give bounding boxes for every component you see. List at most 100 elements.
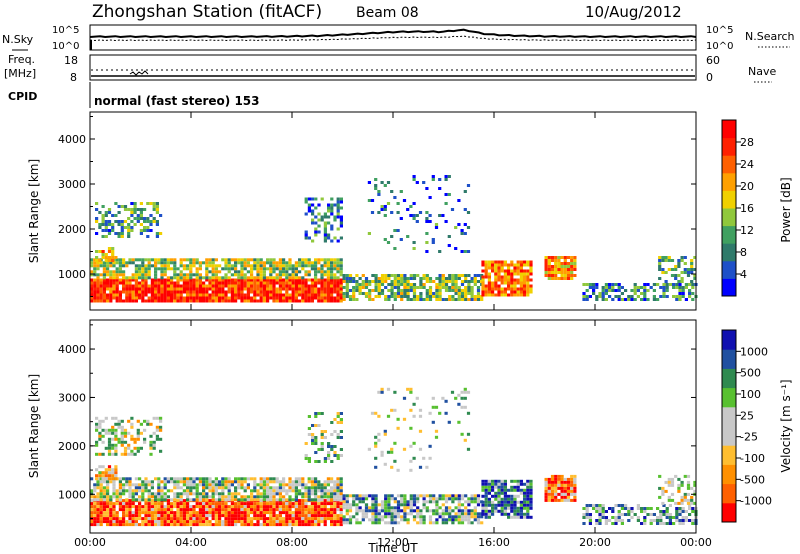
- heatmap-cell: [314, 227, 318, 231]
- heatmap-cell: [457, 515, 461, 519]
- heatmap-cell: [192, 514, 196, 518]
- heatmap-cell: [688, 283, 692, 286]
- heatmap-cell: [516, 485, 520, 489]
- heatmap-cell: [269, 278, 273, 282]
- heatmap-cell: [516, 260, 520, 264]
- heatmap-cell: [118, 502, 122, 506]
- freq-label: Freq.: [8, 53, 35, 66]
- heatmap-cell: [133, 217, 137, 220]
- heatmap-cell: [348, 515, 353, 519]
- heatmap-cell: [96, 267, 100, 271]
- heatmap-cell: [272, 514, 276, 518]
- heatmap-cell: [339, 436, 343, 439]
- heatmap-cell: [227, 264, 231, 268]
- heatmap-cell: [544, 498, 548, 502]
- heatmap-cell: [643, 295, 647, 298]
- heatmap-cell: [211, 502, 215, 506]
- heatmap-cell: [166, 514, 170, 518]
- heatmap-cell: [544, 262, 548, 265]
- heatmap-cell: [208, 514, 212, 518]
- heatmap-cell: [224, 267, 228, 271]
- heatmap-cell: [311, 424, 315, 427]
- heatmap-cell: [470, 286, 474, 289]
- heatmap-cell: [246, 477, 250, 481]
- heatmap-cell: [374, 274, 378, 277]
- heatmap-cell: [117, 220, 121, 223]
- heatmap-cell: [189, 523, 193, 527]
- heatmap-cell: [374, 295, 378, 298]
- heatmap-cell: [438, 411, 442, 415]
- heatmap-cell: [154, 287, 158, 291]
- heatmap-cell: [547, 492, 551, 496]
- heatmap-cell: [275, 287, 279, 291]
- heatmap-cell: [487, 503, 491, 507]
- heatmap-cell: [123, 226, 128, 229]
- heatmap-cell: [288, 287, 292, 291]
- heatmap-cell: [141, 261, 145, 265]
- heatmap-cell: [314, 492, 318, 496]
- heatmap-cell: [123, 434, 128, 438]
- heatmap-cell: [147, 520, 151, 524]
- heatmap-cell: [320, 267, 324, 271]
- heatmap-cell: [550, 268, 555, 271]
- heatmap-cell: [526, 506, 530, 510]
- heatmap-cell: [128, 281, 132, 285]
- heatmap-cell: [435, 292, 439, 295]
- heatmap-cell: [173, 270, 177, 274]
- heatmap-cell: [326, 258, 330, 262]
- heatmap-cell: [104, 446, 108, 450]
- heatmap-cell: [454, 226, 458, 229]
- heatmap-cell: [112, 505, 116, 509]
- heatmap-cell: [497, 497, 501, 501]
- heatmap-cell: [573, 492, 577, 496]
- heatmap-cell: [214, 267, 218, 271]
- heatmap-cell: [173, 520, 177, 524]
- heatmap-cell: [166, 276, 170, 280]
- heatmap-cell: [157, 489, 161, 493]
- heatmap-cell: [314, 281, 318, 285]
- heatmap-cell: [205, 296, 209, 300]
- heatmap-cell: [98, 452, 102, 456]
- heatmap-cell: [133, 452, 137, 456]
- heatmap-cell: [234, 296, 238, 300]
- heatmap-cell: [256, 270, 260, 274]
- heatmap-cell: [115, 258, 119, 262]
- heatmap-cell: [326, 514, 330, 518]
- heatmap-cell: [432, 521, 436, 525]
- heatmap-cell: [601, 510, 605, 513]
- heatmap-cell: [173, 284, 177, 288]
- heatmap-cell: [494, 263, 498, 267]
- heatmap-cell: [361, 286, 365, 289]
- heatmap-cell: [173, 486, 177, 490]
- heatmap-cell: [131, 489, 135, 493]
- heatmap-cell: [510, 509, 514, 513]
- heatmap-cell: [371, 512, 375, 516]
- heatmap-cell: [275, 523, 279, 527]
- heatmap-cell: [99, 477, 103, 481]
- heatmap-cell: [285, 296, 289, 300]
- heatmap-cell: [154, 276, 158, 280]
- heatmap-cell: [102, 486, 106, 490]
- heatmap-cell: [467, 292, 471, 295]
- heatmap-cell: [585, 289, 589, 292]
- heatmap-cell: [96, 278, 100, 282]
- heatmap-cell: [467, 509, 471, 513]
- heatmap-cell: [243, 480, 247, 484]
- heatmap-cell: [400, 295, 404, 298]
- heatmap-cell: [314, 489, 318, 493]
- heatmap-cell: [500, 503, 504, 507]
- heatmap-cell: [133, 440, 137, 444]
- heatmap-cell: [380, 205, 384, 208]
- heatmap-cell: [333, 258, 337, 262]
- heatmap-cell: [396, 506, 401, 510]
- heatmap-cell: [186, 517, 190, 521]
- velocity-colorbar-label: Velocity [m s⁻¹]: [779, 379, 793, 472]
- heatmap-cell: [253, 480, 257, 484]
- heatmap-cell: [221, 489, 225, 493]
- heatmap-cell: [221, 299, 225, 303]
- heatmap-cell: [664, 280, 668, 283]
- heatmap-cell: [101, 220, 105, 223]
- heatmap-cell: [336, 457, 340, 460]
- heatmap-cell: [688, 292, 692, 295]
- heatmap-cell: [109, 296, 113, 300]
